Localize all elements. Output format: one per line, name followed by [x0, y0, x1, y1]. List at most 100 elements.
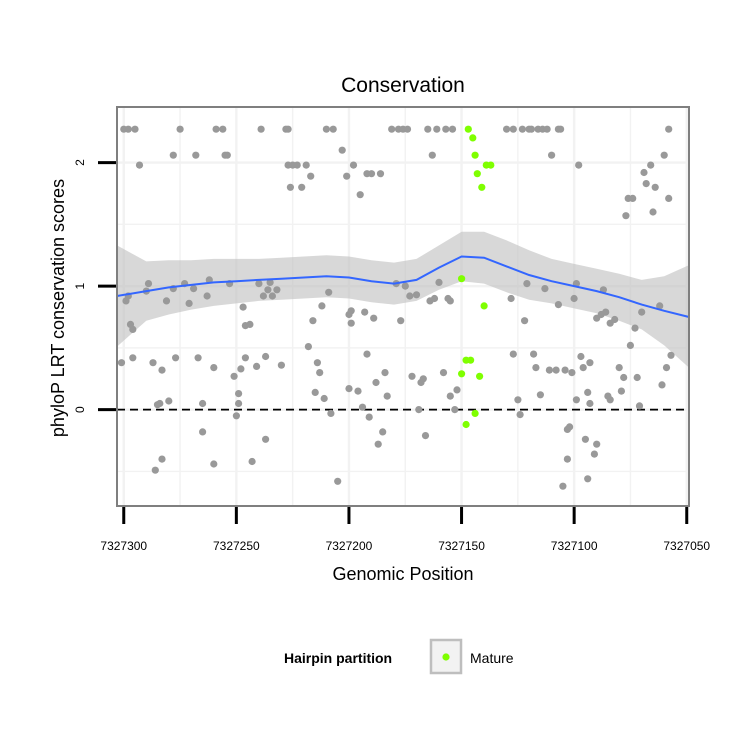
data-point-mature: [480, 302, 488, 310]
data-point-other: [264, 286, 272, 294]
data-point-other: [642, 180, 650, 188]
data-point-other: [149, 359, 157, 367]
data-point-other: [388, 125, 396, 133]
data-point-other: [372, 378, 380, 387]
data-point-other: [566, 423, 574, 431]
data-point-other: [255, 280, 263, 288]
data-point-other: [403, 125, 412, 133]
data-point-mature: [471, 409, 479, 417]
panel-border: [116, 106, 690, 507]
data-point-other: [548, 151, 556, 159]
data-point-other: [401, 282, 409, 290]
data-point-other: [379, 428, 387, 436]
data-point-other: [235, 399, 243, 408]
data-point-other: [284, 125, 292, 133]
data-point-other: [430, 294, 439, 303]
data-point-other: [557, 125, 565, 133]
data-point-other: [633, 373, 641, 382]
data-point-mature: [467, 356, 475, 364]
data-point-other: [579, 364, 587, 372]
y-axis-title: phyloP LRT conservation scores: [48, 179, 68, 437]
data-point-other: [448, 125, 457, 133]
data-point-other: [521, 317, 529, 325]
x-tick-label: 7327100: [551, 539, 598, 553]
data-point-other: [374, 440, 382, 448]
data-point-mature: [464, 125, 472, 133]
smooth-trend-line: [116, 255, 690, 318]
legend-title: Hairpin partition: [284, 650, 392, 666]
data-point-other: [554, 301, 563, 309]
data-point-other: [433, 125, 441, 133]
data-point-other: [532, 364, 540, 372]
data-point-other: [435, 278, 443, 286]
data-point-other: [349, 161, 358, 169]
data-point-other: [536, 391, 545, 399]
data-point-other: [354, 387, 362, 395]
data-point-other: [135, 161, 144, 169]
data-point-other: [210, 364, 218, 372]
data-point-other: [453, 386, 461, 394]
data-point-other: [577, 352, 585, 361]
data-point-other: [408, 372, 416, 380]
data-point-other: [318, 302, 326, 310]
data-point-other: [606, 396, 614, 404]
data-point-other: [412, 291, 421, 299]
data-point-other: [239, 303, 247, 311]
data-point-other: [651, 183, 659, 191]
data-point-other: [660, 151, 668, 159]
data-point-other: [169, 151, 177, 159]
data-point-other: [638, 308, 646, 316]
data-point-mature: [487, 161, 495, 169]
data-point-other: [268, 292, 276, 300]
data-point-other: [381, 369, 389, 377]
data-point-mature: [458, 370, 466, 378]
data-point-other: [176, 125, 184, 133]
data-point-other: [117, 359, 126, 367]
data-point-other: [151, 466, 159, 474]
data-point-other: [516, 411, 524, 419]
data-point-other: [640, 168, 648, 177]
data-point-mature: [469, 134, 477, 142]
data-point-other: [311, 388, 319, 396]
data-point-other: [259, 292, 267, 300]
legend-label-mature: Mature: [470, 650, 514, 666]
data-point-other: [158, 366, 166, 374]
data-point-other: [665, 125, 673, 133]
data-point-other: [586, 359, 594, 367]
data-point-other: [253, 362, 261, 370]
data-point-mature: [471, 151, 479, 159]
data-point-other: [304, 343, 312, 351]
x-tick-label: 7327300: [100, 539, 147, 553]
data-point-other: [158, 455, 166, 463]
data-point-other: [365, 413, 373, 421]
data-point-other: [428, 151, 436, 159]
data-point-other: [302, 161, 310, 169]
data-point-other: [237, 365, 245, 373]
data-point-other: [322, 125, 330, 133]
data-point-other: [363, 350, 371, 358]
data-point-other: [559, 482, 567, 490]
data-point-other: [424, 125, 432, 133]
data-point-other: [367, 170, 376, 178]
data-point-other: [617, 387, 626, 395]
data-point-other: [439, 369, 448, 377]
data-point-other: [257, 125, 265, 133]
data-point-other: [527, 125, 536, 133]
data-point-mature: [473, 170, 481, 178]
data-point-other: [230, 372, 238, 380]
data-point-other: [262, 352, 270, 361]
data-point-other: [563, 455, 572, 463]
data-point-mature: [458, 275, 466, 283]
legend-key-mature-dot: [442, 653, 450, 661]
confidence-band: [117, 231, 689, 368]
data-point-other: [347, 319, 355, 327]
data-point-other: [199, 428, 207, 436]
data-point-other: [185, 299, 193, 307]
data-point-other: [309, 317, 317, 325]
data-point-other: [361, 308, 369, 316]
data-point-other: [620, 373, 628, 382]
data-point-other: [658, 381, 666, 389]
data-point-mature: [462, 420, 470, 429]
data-point-other: [383, 392, 391, 400]
